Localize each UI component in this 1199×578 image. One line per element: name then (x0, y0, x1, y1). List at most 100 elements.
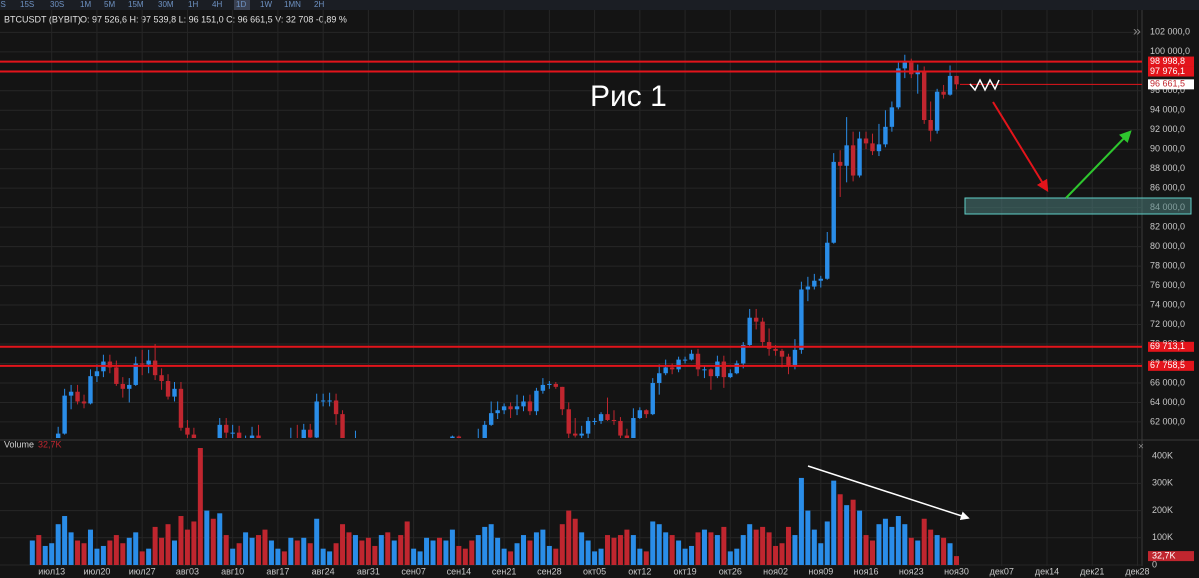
volume-bar (714, 535, 720, 565)
candle-body (470, 449, 474, 459)
volume-bar (721, 526, 727, 565)
volume-bar (204, 510, 210, 565)
candle-body (139, 363, 145, 365)
volume-bar (908, 537, 914, 565)
candle-body (928, 120, 933, 131)
annotation: Рис 1 (590, 80, 667, 113)
y-tick-label: 72 000,0 (1150, 319, 1185, 329)
x-tick-label: авг17 (266, 566, 289, 576)
x-tick-label: июл13 (38, 566, 65, 576)
level-label: 67 758,5 (1150, 360, 1185, 370)
timeframe[interactable]: 2H (314, 0, 324, 9)
volume-bar (559, 524, 565, 565)
x-tick-label: авг10 (221, 566, 244, 576)
volume-bar (443, 540, 449, 565)
y-tick-label: 80 000,0 (1150, 241, 1185, 251)
volume-bar (643, 551, 649, 565)
ohlcv: O: 97 526,6 H: 97 539,8 L: 96 151,0 C: 9… (80, 14, 347, 24)
volume-bar (540, 529, 546, 565)
volume-bar (191, 521, 197, 565)
volume-bar (669, 535, 675, 565)
candle-body (114, 367, 119, 384)
volume-bar (605, 535, 611, 565)
candle-body (392, 461, 396, 466)
volume-bar (766, 532, 772, 565)
volume-bar (611, 537, 617, 565)
candle-body (540, 384, 546, 391)
candle-body (753, 317, 759, 322)
timeframe[interactable]: 1H (188, 0, 198, 9)
close-icon[interactable]: × (1138, 442, 1144, 453)
volume-bar (120, 543, 126, 565)
volume-bar (320, 548, 326, 565)
y-tick-label: 100 000,0 (1150, 46, 1190, 56)
squiggle (969, 78, 1000, 92)
candle-body (495, 410, 500, 414)
volume-bar (365, 537, 371, 565)
volume-bar (385, 532, 391, 565)
candle-body (818, 278, 823, 281)
candle-body (249, 435, 255, 438)
timeframe[interactable]: 15M (128, 0, 144, 9)
volume-bar (152, 526, 158, 565)
volume-bar (346, 532, 352, 565)
candle-body (211, 480, 215, 489)
candle-body (75, 391, 80, 402)
candle-body (657, 373, 662, 383)
candle-body (812, 280, 817, 287)
volume-bar (398, 535, 404, 565)
timeframe[interactable]: 1M (80, 0, 91, 9)
volume-bar (585, 540, 591, 565)
timeframe[interactable]: 15S (20, 0, 34, 9)
candle-body (682, 359, 688, 361)
volume-bar (243, 532, 249, 565)
timeframe[interactable]: 5M (104, 0, 115, 9)
volume-bar (210, 518, 216, 565)
volume-bar (676, 540, 682, 565)
timeframe[interactable]: 1D (236, 0, 246, 9)
candle-body (107, 361, 113, 368)
volume-bar (146, 548, 152, 565)
legend-entry: Volume (4, 439, 34, 449)
x-tick-label: сен07 (401, 566, 426, 576)
timeframe[interactable]: 4H (212, 0, 222, 9)
y-tick-label: 64 000,0 (1150, 397, 1185, 407)
volume-bar (850, 499, 856, 565)
volume-bar (773, 545, 779, 565)
timeframe[interactable]: 1MN (284, 0, 301, 9)
x-tick-label: дек28 (1125, 566, 1149, 576)
candle-body (282, 446, 286, 457)
candle-body (347, 447, 351, 451)
candle-body (37, 464, 41, 468)
volume-bar (249, 537, 255, 565)
candle-body (741, 344, 746, 364)
candle-body (224, 424, 229, 433)
candle-body (152, 360, 158, 376)
collapse-icon[interactable]: » (1133, 23, 1141, 39)
x-tick-label: окт05 (583, 566, 606, 576)
candle-body (340, 414, 345, 438)
candle-body (146, 360, 151, 365)
volume-bar (68, 532, 74, 565)
timeframe[interactable]: 5S (0, 0, 6, 9)
volume-bar (256, 535, 262, 565)
timeframe[interactable]: 1W (260, 0, 272, 9)
timeframe[interactable]: 30S (50, 0, 64, 9)
candle-body (547, 383, 552, 385)
last-volume-tag (1148, 551, 1194, 562)
volume-bar (55, 524, 61, 565)
candle-body (508, 406, 513, 410)
candle-body (159, 375, 164, 382)
volume-bar (359, 540, 365, 565)
y-tick-label: 102 000,0 (1150, 27, 1190, 37)
candle-body (876, 144, 882, 152)
volume-bar (217, 513, 223, 565)
x-tick-label: окт19 (673, 566, 696, 576)
candle-body (308, 429, 313, 438)
level-label: 98 998,8 (1150, 56, 1185, 66)
candle-body (870, 143, 875, 152)
y-tick-label: 90 000,0 (1150, 144, 1185, 154)
volume-bar (94, 548, 100, 565)
timeframe[interactable]: 30M (158, 0, 174, 9)
